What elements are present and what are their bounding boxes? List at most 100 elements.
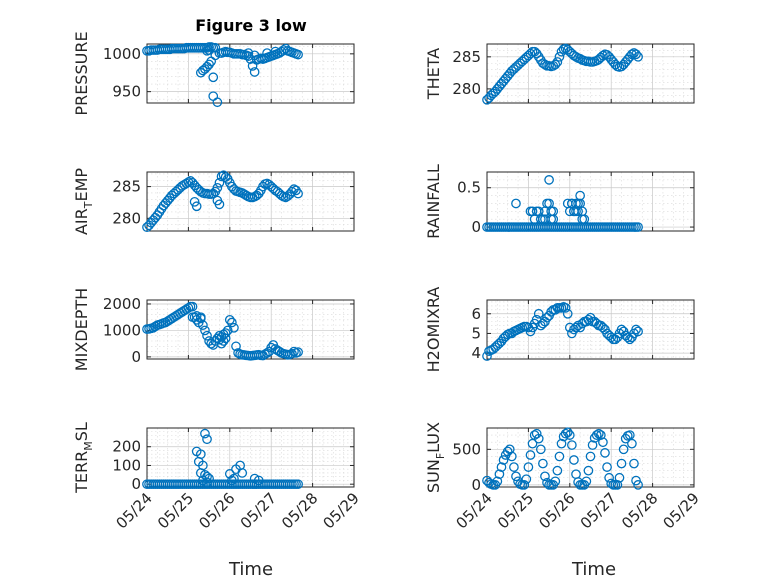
data-point — [231, 341, 241, 352]
data-point — [496, 462, 507, 472]
data-point — [253, 475, 264, 486]
x-tick-label: 05/27 — [237, 489, 280, 532]
figure-title: Figure 3 low — [195, 16, 307, 35]
data-point — [243, 51, 254, 61]
data-point — [511, 198, 521, 209]
y-tick-label: 100 — [112, 456, 141, 474]
data-point — [581, 476, 592, 487]
data-point — [595, 430, 606, 440]
data-point — [548, 214, 559, 225]
data-point — [577, 206, 588, 217]
data-point — [525, 450, 536, 460]
data-point — [216, 171, 227, 182]
data-point — [598, 437, 608, 448]
data-point — [243, 48, 254, 58]
y-tick-label: 0.5 — [457, 179, 481, 197]
data-point — [562, 198, 573, 209]
data-point — [208, 72, 219, 83]
data-point — [629, 458, 639, 469]
x-tick-label: 05/29 — [660, 489, 703, 532]
x-tick-label: 05/26 — [535, 489, 578, 532]
y-axis-label: H2OMIXRA — [424, 287, 443, 373]
data-point — [544, 175, 554, 185]
data-point — [266, 342, 277, 353]
y-tick-label: 280 — [112, 209, 141, 227]
y-tick-label: 5 — [471, 324, 481, 342]
y-tick-label: 2000 — [103, 295, 141, 313]
data-point — [533, 308, 544, 319]
data-point — [631, 324, 641, 335]
y-tick-label: 285 — [452, 48, 481, 66]
data-point — [587, 440, 598, 450]
data-point — [200, 428, 210, 439]
subplot-6: 4 56 H2OMIXRA — [424, 287, 695, 373]
data-point — [504, 444, 515, 455]
x-tick-label: 05/29 — [320, 489, 363, 532]
data-point — [214, 177, 225, 188]
axes-frame — [486, 43, 695, 104]
data-point — [562, 427, 573, 438]
data-point — [627, 438, 637, 449]
y-axis-label: RAINFALL — [424, 164, 443, 239]
data-point — [583, 465, 594, 476]
data-point — [618, 444, 629, 455]
data-point — [270, 46, 281, 57]
x-tick-label: 05/28 — [618, 489, 661, 532]
data-point — [627, 49, 637, 60]
x-axis-label-right: Time — [571, 559, 616, 580]
data-point — [214, 199, 225, 210]
data-point — [227, 317, 237, 328]
y-tick-label: 1000 — [103, 45, 141, 63]
subplot-1: 950 1000 PRESSURE — [72, 31, 355, 116]
data-point — [604, 472, 614, 483]
data-point — [600, 448, 610, 458]
data-point — [538, 458, 548, 469]
data-point — [494, 469, 505, 480]
x-axis-label-left: Time — [228, 559, 273, 580]
data-point — [191, 201, 202, 212]
data-point — [560, 303, 571, 313]
data-point — [560, 428, 571, 439]
data-point — [562, 308, 573, 319]
data-point — [200, 325, 210, 336]
y-axis-label: MIXDEPTH — [72, 288, 91, 371]
data-point — [212, 183, 223, 193]
x-tick-label: 05/25 — [494, 489, 537, 532]
data-point — [631, 49, 641, 60]
data-point — [287, 348, 297, 359]
data-point — [606, 478, 617, 489]
data-point — [550, 476, 561, 487]
data-point — [220, 333, 231, 344]
subplot-2: 280 285 THETA — [424, 43, 695, 105]
data-point — [556, 438, 567, 449]
data-point — [237, 468, 248, 478]
y-tick-label: 280 — [452, 80, 481, 98]
x-tick-label: 05/26 — [195, 489, 238, 532]
y-axis-label: AIRTEMP — [72, 168, 95, 235]
data-point — [202, 330, 212, 341]
x-tick-label: 05/28 — [278, 489, 321, 532]
data-point — [195, 313, 206, 324]
data-point — [614, 472, 625, 483]
x-tick-label: 05/24 — [113, 489, 156, 532]
data-point — [567, 440, 577, 450]
data-point — [531, 428, 542, 439]
data-point — [633, 326, 643, 337]
data-point — [633, 222, 643, 232]
data-point — [218, 336, 229, 346]
subplot-3: 280 285 AIRTEMP — [72, 168, 355, 235]
data-point — [229, 322, 239, 333]
data-point — [198, 320, 208, 330]
data-point — [195, 449, 206, 460]
axes-frame — [146, 427, 355, 488]
data-point — [187, 301, 198, 312]
data-point — [633, 480, 643, 490]
subplot-4: 0 0.5 RAINFALL — [424, 164, 695, 239]
x-tick-label: 05/27 — [577, 489, 620, 532]
data-point — [535, 444, 546, 455]
y-tick-label: 950 — [112, 83, 141, 101]
